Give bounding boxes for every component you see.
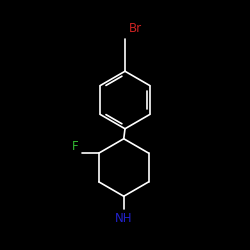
Text: NH: NH [115,212,132,225]
Text: Br: Br [129,22,142,35]
Text: F: F [72,140,78,153]
